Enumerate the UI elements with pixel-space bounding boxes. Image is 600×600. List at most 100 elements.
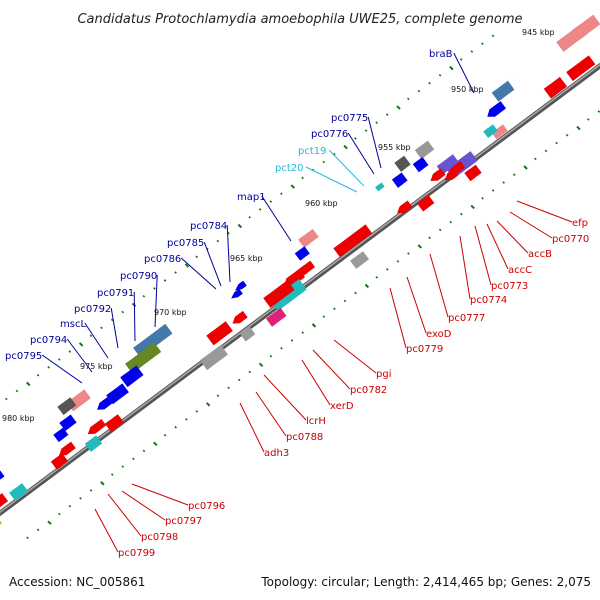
tick-mark bbox=[565, 133, 569, 137]
tick-mark bbox=[142, 294, 146, 298]
gene-label-pc0776: pc0776 bbox=[311, 129, 348, 140]
gene-block bbox=[430, 164, 446, 181]
gene-block bbox=[266, 304, 287, 327]
tick-mark bbox=[470, 204, 475, 210]
leader-line bbox=[41, 354, 83, 384]
tick-mark bbox=[343, 144, 348, 150]
tick-mark bbox=[237, 378, 241, 382]
gene-block bbox=[375, 178, 387, 192]
leader-line bbox=[429, 253, 449, 318]
gene-labels: braB pc0775 pc0776 pct19 pct20 map1 pc0784 pc07… bbox=[5, 49, 589, 559]
tick-mark bbox=[121, 465, 125, 469]
tick-mark bbox=[248, 216, 251, 219]
gene-block bbox=[298, 225, 319, 248]
kbp-label: 975 kbp bbox=[80, 362, 113, 371]
tick-mark bbox=[58, 512, 61, 516]
tick-mark bbox=[89, 489, 93, 492]
kbp-labels: 945 kbp 950 kbp 955 kbp 960 kbp 965 kbp 970 k… bbox=[2, 28, 555, 423]
gene-block bbox=[412, 153, 429, 173]
kbp-label: 945 kbp bbox=[522, 28, 555, 37]
genes bbox=[0, 10, 600, 525]
tick-mark bbox=[100, 326, 103, 330]
kbp-label: 960 kbp bbox=[305, 199, 338, 208]
leader-line bbox=[389, 287, 407, 349]
tick-mark bbox=[57, 358, 61, 361]
tick-mark bbox=[290, 184, 295, 189]
topology-text: Topology: circular; Length: 2,414,465 bp… bbox=[260, 575, 591, 589]
tick-mark bbox=[290, 339, 294, 342]
gene-label-pc0785: pc0785 bbox=[167, 238, 204, 249]
gene-block bbox=[106, 379, 129, 405]
kbp-label: 950 kbp bbox=[451, 85, 484, 94]
gene-label-pc0797: pc0797 bbox=[165, 516, 202, 527]
gene-label-pc0794: pc0794 bbox=[30, 335, 67, 346]
tick-mark bbox=[153, 441, 158, 446]
gene-label-pc0788: pc0788 bbox=[286, 432, 323, 443]
gene-label-pc0777: pc0777 bbox=[448, 313, 485, 324]
tick-mark bbox=[121, 310, 125, 314]
gene-label-pc0798: pc0798 bbox=[141, 532, 178, 543]
leader-line bbox=[305, 166, 358, 193]
leader-line bbox=[121, 490, 166, 521]
tick-mark bbox=[47, 366, 50, 369]
gene-block bbox=[294, 242, 310, 261]
tick-mark bbox=[417, 89, 421, 93]
leader-line bbox=[239, 402, 265, 453]
gene-block bbox=[9, 479, 29, 501]
tick-mark bbox=[195, 255, 199, 259]
gene-label-pc0770: pc0770 bbox=[552, 234, 589, 245]
tick-mark bbox=[280, 346, 283, 350]
leader-line bbox=[84, 322, 109, 359]
gene-label-pc0786: pc0786 bbox=[144, 254, 181, 265]
gene-label-pgi: pgi bbox=[376, 369, 391, 380]
gene-block bbox=[0, 464, 5, 480]
tick-mark bbox=[417, 244, 422, 249]
tick-mark bbox=[343, 299, 347, 303]
gene-block bbox=[487, 97, 507, 117]
gene-block bbox=[0, 489, 9, 508]
gene-label-efp: efp bbox=[572, 218, 588, 229]
gene-block bbox=[120, 361, 144, 388]
gene-block bbox=[105, 410, 124, 432]
tick-mark bbox=[407, 252, 410, 255]
gene-block bbox=[87, 415, 107, 435]
gene-block bbox=[491, 77, 515, 102]
leader-line bbox=[459, 235, 471, 300]
leader-line bbox=[406, 276, 427, 334]
gene-block bbox=[206, 317, 233, 346]
gene-label-pc0795: pc0795 bbox=[5, 351, 42, 362]
tick-mark bbox=[597, 110, 600, 113]
gene-block bbox=[573, 10, 600, 40]
gene-label-pct20: pct20 bbox=[275, 163, 304, 174]
accession-text: Accession: NC_005861 bbox=[9, 575, 145, 589]
gene-label-accC: accC bbox=[508, 265, 532, 276]
map-title: Candidatus Protochlamydia amoebophila UW… bbox=[77, 12, 522, 27]
gene-label-accB: accB bbox=[528, 249, 552, 260]
tick-mark bbox=[237, 223, 243, 229]
gene-block bbox=[199, 341, 229, 371]
leader-line bbox=[509, 211, 553, 239]
tick-mark bbox=[396, 105, 401, 110]
gene-label-pc0791: pc0791 bbox=[97, 288, 134, 299]
tick-mark bbox=[110, 318, 114, 322]
leader-line bbox=[367, 116, 382, 169]
tick-mark bbox=[481, 42, 484, 46]
tick-mark bbox=[110, 473, 114, 476]
tick-mark bbox=[322, 315, 326, 319]
leader-line bbox=[203, 241, 222, 287]
leader-line bbox=[516, 200, 573, 223]
gene-block bbox=[417, 191, 435, 212]
tick-mark bbox=[79, 496, 82, 500]
gene-block bbox=[483, 120, 498, 138]
leader-line bbox=[496, 220, 529, 254]
leader-line bbox=[263, 374, 307, 421]
tick-mark bbox=[438, 73, 442, 77]
gene-label-pc0796: pc0796 bbox=[188, 501, 225, 512]
tick-mark bbox=[491, 189, 495, 192]
tick-mark bbox=[47, 520, 52, 525]
gene-label-mscL: mscL bbox=[60, 319, 86, 330]
gene-block bbox=[263, 276, 295, 308]
tick-mark bbox=[364, 283, 370, 289]
leader-line bbox=[133, 291, 136, 342]
